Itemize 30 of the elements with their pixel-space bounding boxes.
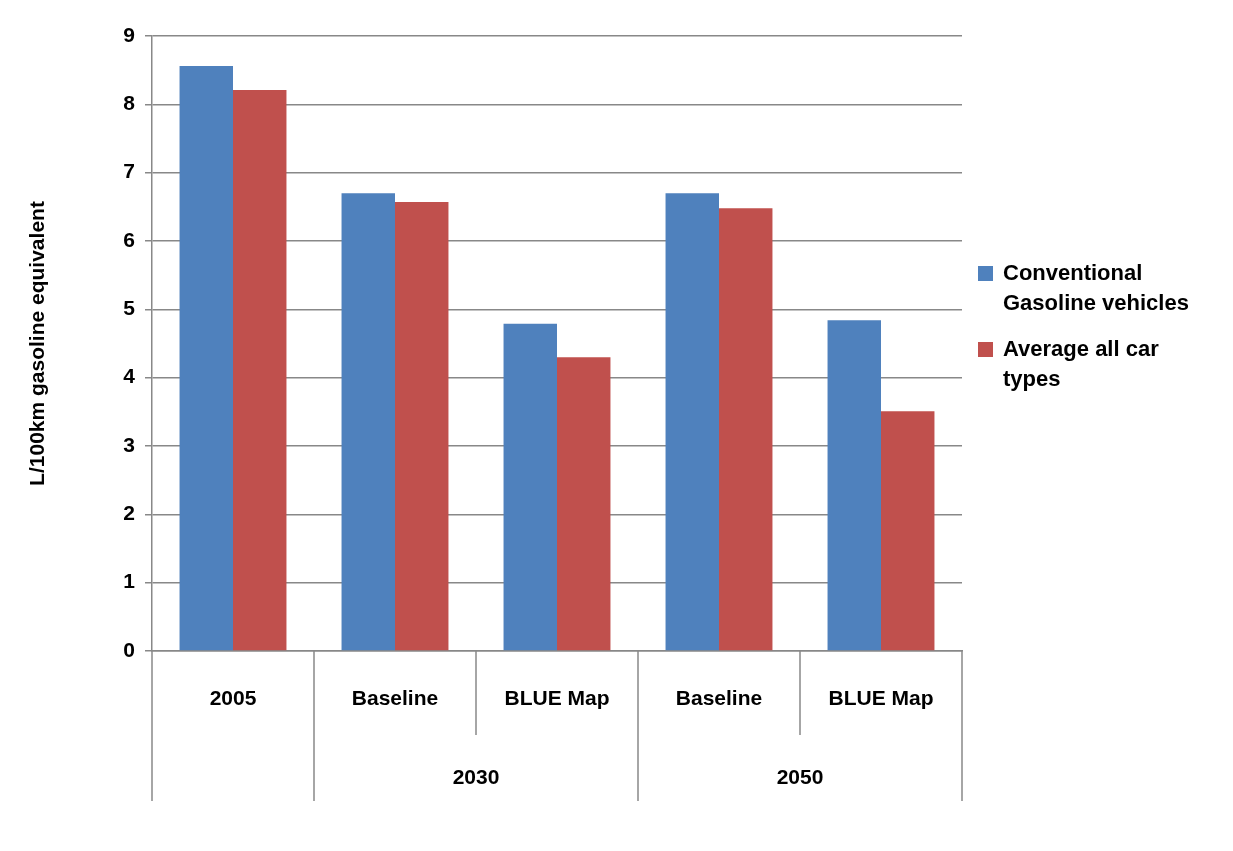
bar [557,357,611,651]
x-tick-label: BLUE Map [828,686,934,710]
y-tick-label: 5 [123,296,136,320]
y-tick-label: 2 [123,501,135,525]
y-tick-label: 8 [123,91,136,115]
bar [503,323,557,651]
text: 2050 [776,764,824,788]
y-tick-label: 1 [123,569,136,593]
bar [827,320,881,651]
bar [395,202,449,651]
bar [341,193,395,651]
y-tick-label: 9 [123,22,135,46]
y-tick-label: 6 [123,227,135,251]
bar [233,89,287,651]
y-tick-label: 7 [123,159,135,183]
text: 2030 [452,764,500,788]
bar [881,411,935,651]
x-tick-label: BLUE Map [504,686,610,710]
bar [179,66,233,651]
x-tick-label: 2005 [209,686,257,710]
legend-label: Average all car types [1003,335,1160,393]
bar [665,193,719,651]
y-axis-title: L/100km gasoline equivalent [25,201,49,486]
bar [719,208,773,651]
x-tick-label: Baseline [675,686,763,710]
x-tick-label: Baseline [351,686,439,710]
legend-label: Conventional Gasoline vehicles [1003,259,1190,317]
y-tick-label: 0 [123,637,135,661]
y-tick-label: 4 [123,364,136,388]
y-tick-label: 3 [123,432,135,456]
